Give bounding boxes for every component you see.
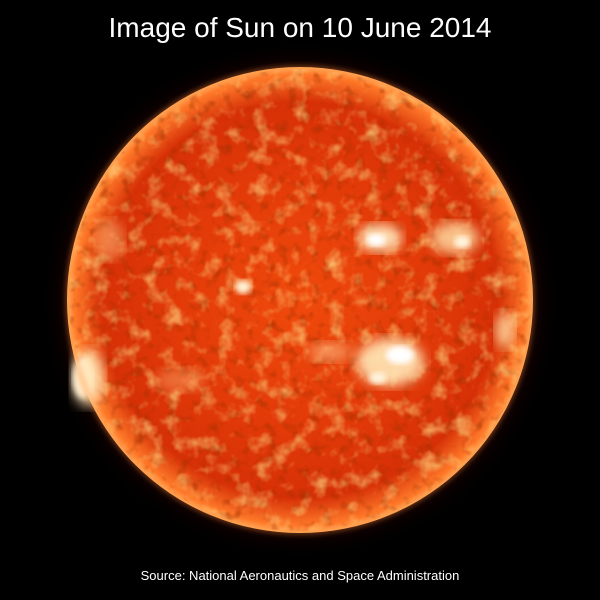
active-regions bbox=[72, 220, 515, 406]
sun-limb bbox=[66, 66, 534, 534]
image-title: Image of Sun on 10 June 2014 bbox=[108, 12, 492, 43]
image-source-credit: Source: National Aeronautics and Space A… bbox=[140, 568, 460, 583]
sun-granulation bbox=[69, 69, 531, 531]
